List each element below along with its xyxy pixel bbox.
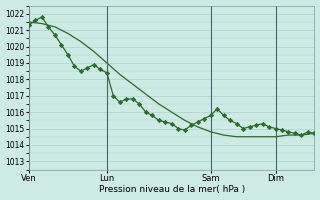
X-axis label: Pression niveau de la mer( hPa ): Pression niveau de la mer( hPa ) [99, 185, 245, 194]
